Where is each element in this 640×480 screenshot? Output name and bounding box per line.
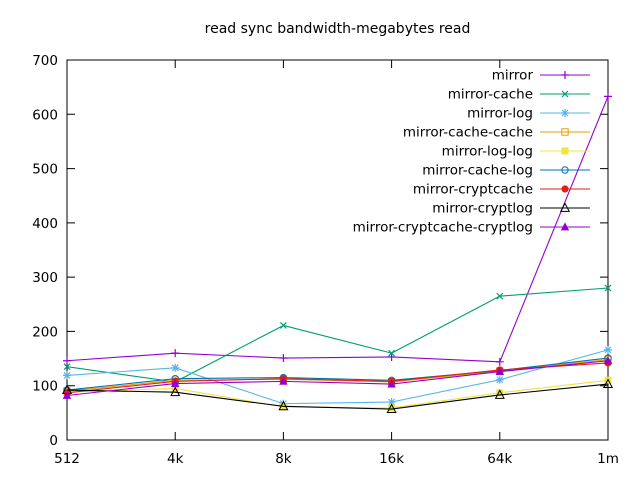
legend: mirror mirror-cache mirror-log mirror-cache… [353,68,590,236]
y-tick-label: 700 [32,53,58,69]
chart-title: read sync bandwidth-megabytes read [204,21,471,37]
triangle-filled-marker [560,222,570,231]
plus-marker [387,352,396,361]
plus-marker [604,92,612,101]
plus-marker [561,71,569,79]
series-mirror-cache-cache [63,355,612,395]
plot-border [66,59,609,441]
y-tick-label: 100 [32,379,58,395]
asterisk-marker [604,345,612,354]
triangle-open-marker [602,378,614,388]
triangle-filled-marker [495,367,504,375]
circle-open-marker [561,166,569,174]
y-tick-label: 200 [32,324,58,340]
triangle-open-marker [559,202,571,212]
series-line [66,287,609,383]
triangle-filled-marker [62,390,72,399]
square-filled-marker [561,147,569,155]
triangle-open-marker [170,386,181,397]
series-mirror-cryptcache-cryptlog [62,356,613,399]
square-open-marker [561,128,569,136]
x-tick-label: 16k [379,451,404,467]
y-tick-label: 400 [32,216,58,232]
legend-entry-mirror-cryptlog: mirror-cryptlog [432,201,590,217]
legend-label: mirror-cache-log [422,163,533,179]
y-tick-label: 300 [32,270,58,286]
triangle-open-marker [494,389,505,399]
axes [66,59,609,441]
plus-marker [495,357,504,366]
x-tick-label: 8k [275,451,292,467]
legend-entry-mirror-cache-log: mirror-cache-log [422,163,590,179]
circle-filled-marker [561,185,569,193]
series-line [66,362,609,394]
asterisk-marker [63,371,71,380]
plus-marker [63,356,71,365]
cross-marker [388,349,396,357]
asterisk-marker [387,398,396,406]
triangle-filled-marker [279,376,288,385]
cross-marker [279,322,287,329]
legend-label: mirror-cache-cache [403,125,533,141]
series-line [66,349,609,405]
legend-entry-mirror-cache-cache: mirror-cache-cache [403,125,590,141]
legend-label: mirror-cryptcache [413,182,533,198]
series-line [66,357,609,391]
legend-label: mirror-cryptlog [432,201,533,217]
square-filled-marker [388,404,396,412]
legend-entry-mirror-cryptcache-cryptlog: mirror-cryptcache-cryptlog [353,220,590,236]
asterisk-marker [495,375,504,384]
legend-entry-mirror-log: mirror-log [467,106,590,122]
y-tick-label: 0 [49,433,58,449]
triangle-filled-marker [171,378,180,387]
x-tick-label: 1m [597,451,619,467]
asterisk-marker [561,109,569,117]
legend-entry-mirror-cache: mirror-cache [448,87,590,103]
triangle-open-marker [278,400,289,411]
series-mirror-cache-log [63,354,612,394]
legend-entry-mirror: mirror [492,68,590,84]
axis-labels: 0 100 200 300 400 500 600 700 512 4k 8k 16k 64k 1m [32,53,619,467]
y-tick-label: 500 [32,162,58,178]
legend-label: mirror-cache [448,87,533,103]
plus-marker [279,354,288,363]
series-line [66,383,609,410]
legend-label: mirror-cryptcache-cryptlog [353,220,533,236]
y-tick-label: 600 [32,107,58,123]
legend-label: mirror-log [467,106,533,122]
x-tick-label: 64k [487,451,512,467]
legend-entry-mirror-log-log: mirror-log-log [442,144,590,160]
triangle-filled-marker [387,379,396,388]
legend-label: mirror [492,68,534,84]
series-mirror [63,92,612,366]
square-filled-marker [496,389,504,397]
plus-marker [171,349,180,358]
series-mirror-cryptlog [61,378,614,413]
legend-entry-mirror-cryptcache: mirror-cryptcache [413,182,590,198]
triangle-filled-marker [603,356,613,365]
series-line [66,360,609,397]
asterisk-marker [171,363,180,372]
cross-marker [63,363,71,371]
x-tick-label: 512 [54,451,80,467]
triangle-open-marker [386,403,397,413]
cross-marker [561,90,569,98]
legend-label: mirror-log-log [442,144,533,160]
series-line [66,96,609,363]
cross-marker [604,284,612,292]
x-tick-label: 4k [167,451,184,467]
series-mirror-log [63,345,612,408]
cross-marker [496,292,504,300]
